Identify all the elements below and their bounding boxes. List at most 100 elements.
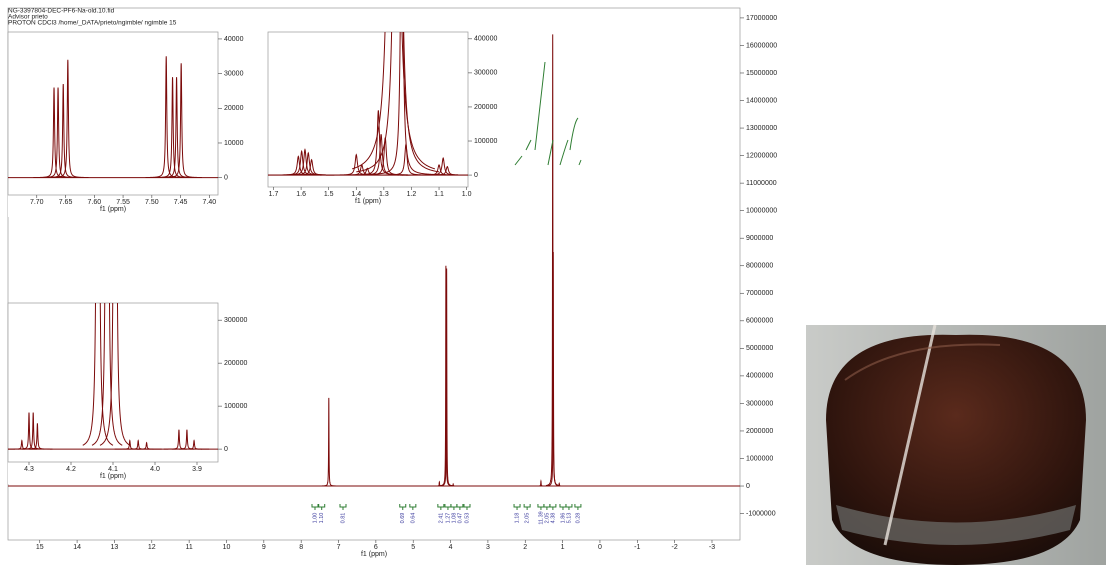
- peak: [99, 303, 131, 446]
- integral-bracket: [543, 504, 551, 510]
- integral-bracket: [409, 504, 417, 510]
- y-tick-label: 15000000: [746, 70, 777, 77]
- integral-bracket: [399, 504, 407, 510]
- inset-background: [8, 32, 256, 217]
- integral-bracket: [513, 504, 521, 510]
- x-tick-label: 7.40: [203, 199, 217, 206]
- y-tick-label: 11000000: [746, 180, 777, 187]
- integral-bracket: [559, 504, 567, 510]
- x-tick-label: 1.4: [351, 191, 361, 198]
- integral-label: 1.00: [312, 513, 318, 524]
- integral-bracket: [463, 504, 471, 510]
- y-tick-label: 17000000: [746, 15, 777, 22]
- spectrum: [8, 34, 740, 487]
- y-tick-label: 100000: [474, 138, 497, 145]
- integral-label: 0.28: [575, 513, 581, 524]
- inset: 4.3 4.2 4.1 4.0 3.9 f1 (ppm) 0 100000 200000 3000…: [7, 302, 256, 484]
- flask-photo: [806, 324, 1106, 565]
- subtitle: Advisor prieto: [8, 14, 48, 21]
- x-tick-label: 1.2: [407, 191, 417, 198]
- peak: [322, 397, 336, 487]
- integral-label: 1.10: [319, 513, 325, 524]
- integral-bracket: [523, 504, 531, 510]
- x-tick-label: 1: [561, 544, 565, 551]
- x-tick-label: 7.65: [59, 199, 73, 206]
- y-tick-label: 300000: [224, 317, 247, 324]
- x-axis-label: f1 (ppm): [100, 473, 126, 480]
- y-tick-label: 300000: [474, 70, 497, 77]
- peak: [446, 483, 460, 487]
- integral-label: 0.69: [400, 513, 406, 524]
- y-tick-label: 3000000: [746, 400, 773, 407]
- inset: 1.7 1.6 1.5 1.4 1.3 1.2 1.1 1.0 f1 (ppm) 0 100000 2…: [267, 31, 506, 209]
- peak: [351, 32, 436, 170]
- y-tick-label: 16000000: [746, 42, 777, 49]
- spectrum: [8, 303, 218, 450]
- integral-label: 1.18: [514, 513, 520, 524]
- integral-bracket: [549, 504, 557, 510]
- y-tick-label: 10000000: [746, 208, 777, 215]
- x-tick-label: 7.70: [30, 199, 44, 206]
- integral-label: 2.41: [438, 513, 444, 524]
- plot-frame: [7, 31, 219, 196]
- peak: [432, 480, 447, 487]
- inset-background: [8, 303, 256, 484]
- y-tick-label: 14000000: [746, 97, 777, 104]
- peak: [47, 59, 89, 179]
- integral-label: 0.64: [410, 513, 416, 524]
- x-tick-label: 15: [36, 544, 44, 551]
- x-tick-label: 7.45: [174, 199, 188, 206]
- integral-bracket: [437, 504, 445, 510]
- integral-label: 0.53: [464, 513, 470, 524]
- y-tick-label: 20000: [224, 105, 244, 112]
- x-tick-label: 1.3: [379, 191, 389, 198]
- x-tick-label: 8: [299, 544, 303, 551]
- x-tick-label: -2: [672, 544, 678, 551]
- y-tick-label: 200000: [224, 360, 247, 367]
- y-tick-label: 12000000: [746, 152, 777, 159]
- y-tick-label: 0: [224, 446, 228, 453]
- peak: [22, 423, 53, 450]
- x-tick-label: 7.60: [87, 199, 101, 206]
- spectrum: [268, 32, 468, 176]
- x-tick-label: 1.0: [462, 191, 472, 198]
- y-tick-label: 30000: [224, 70, 244, 77]
- x-tick-label: 3.9: [192, 466, 202, 473]
- integral-bracket: [565, 504, 573, 510]
- x-tick-label: 11: [185, 544, 192, 551]
- integral-bracket: [311, 504, 319, 510]
- subtitle: PROTON CDCl3 /home/_DATA/prieto/ngimble/…: [8, 20, 177, 27]
- x-tick-label: 0: [598, 544, 602, 551]
- peak: [439, 268, 454, 487]
- title: NG-3397804-DEC-PF6-Na-old.10.fid: [8, 8, 115, 15]
- x-tick-label: 4.3: [24, 466, 34, 473]
- x-tick-label: -1: [634, 544, 640, 551]
- x-tick-label: 4: [449, 544, 453, 551]
- integral-label: 2.05: [525, 513, 531, 524]
- peak: [82, 303, 114, 446]
- x-tick-label: 7.50: [145, 199, 159, 206]
- integral-curves: [514, 61, 582, 166]
- x-axis-label: f1 (ppm): [355, 198, 381, 205]
- peak: [546, 251, 561, 487]
- plot-frame: [267, 31, 469, 188]
- x-tick-label: 12: [148, 544, 156, 551]
- integral-label: 1.86: [560, 513, 566, 524]
- y-tick-label: -1000000: [746, 510, 776, 517]
- x-tick-label: 7: [337, 544, 341, 551]
- x-tick-label: 1.6: [296, 191, 306, 198]
- y-tick-label: 2000000: [746, 428, 773, 435]
- x-tick-label: 14: [73, 544, 81, 551]
- integral-bracket: [444, 504, 452, 510]
- x-tick-label: 3: [486, 544, 490, 551]
- peak: [131, 441, 162, 450]
- x-tick-label: 4.2: [66, 466, 76, 473]
- y-tick-label: 10000: [224, 140, 244, 147]
- y-tick-label: 9000000: [746, 235, 773, 242]
- integral-bracket: [456, 504, 464, 510]
- integral-label: 1.08: [451, 513, 457, 524]
- peak: [552, 482, 566, 487]
- x-tick-label: -3: [709, 544, 715, 551]
- integral-label: 0.47: [457, 513, 463, 524]
- y-tick-label: 400000: [474, 36, 497, 43]
